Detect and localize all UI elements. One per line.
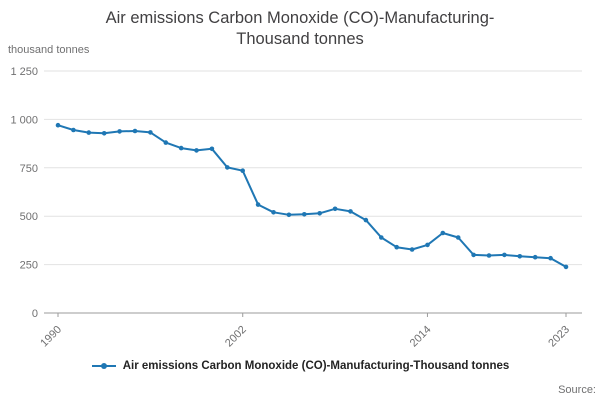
y-tick-label: 750 (20, 163, 38, 175)
y-tick-label: 250 (20, 260, 38, 272)
data-point (425, 242, 430, 248)
data-point (286, 212, 292, 218)
chart-title: Air emissions Carbon Monoxide (CO)-Manuf… (105, 9, 495, 49)
legend-label: Air emissions Carbon Monoxide (CO)-Manuf… (122, 360, 510, 372)
x-tick-label: 2002 (223, 324, 249, 350)
data-point (225, 165, 230, 170)
data-point (194, 148, 199, 153)
data-point (271, 210, 276, 215)
x-tick-label: 1990 (38, 324, 64, 350)
line-chart: 0 250 500 750 1 000 1 250 1990 2002 2014 2023 (10, 66, 582, 350)
data-point (471, 252, 476, 258)
data-point (101, 131, 107, 136)
x-tick-label: 2014 (408, 324, 434, 350)
y-tick-label: 500 (20, 211, 38, 223)
y-tick-label: 0 (32, 308, 38, 320)
data-point (240, 168, 245, 173)
data-point (132, 128, 138, 134)
legend: Air emissions Carbon Monoxide (CO)-Manuf… (0, 360, 600, 372)
y-axis-unit-label: thousand tonnes (8, 44, 90, 56)
data-point (163, 140, 169, 145)
series-line (57, 124, 567, 268)
data-point (55, 122, 61, 128)
data-point (178, 145, 184, 151)
data-point (363, 217, 369, 223)
data-point (502, 252, 507, 258)
data-point (302, 212, 307, 217)
data-point (532, 254, 538, 260)
source-label: Source: (558, 384, 596, 396)
data-point (332, 206, 338, 212)
data-point (440, 230, 446, 236)
data-point (379, 235, 384, 240)
data-point (517, 254, 523, 259)
data-point (317, 211, 323, 216)
data-point (86, 130, 92, 135)
y-tick-label: 1 250 (10, 66, 38, 78)
data-point (548, 255, 553, 261)
data-point (409, 247, 415, 252)
data-point (148, 130, 153, 135)
y-tick-label: 1 000 (10, 114, 38, 126)
data-point (486, 253, 492, 258)
data-point (563, 264, 569, 270)
data-point (117, 129, 122, 134)
data-point (71, 127, 76, 133)
legend-item[interactable]: Air emissions Carbon Monoxide (CO)-Manuf… (91, 360, 510, 372)
data-point (255, 202, 261, 207)
legend-line-marker-icon (91, 363, 116, 369)
data-point (209, 146, 215, 152)
data-point (394, 244, 400, 250)
data-point (455, 235, 461, 240)
x-tick-label: 2023 (546, 324, 572, 350)
data-point (348, 209, 353, 214)
